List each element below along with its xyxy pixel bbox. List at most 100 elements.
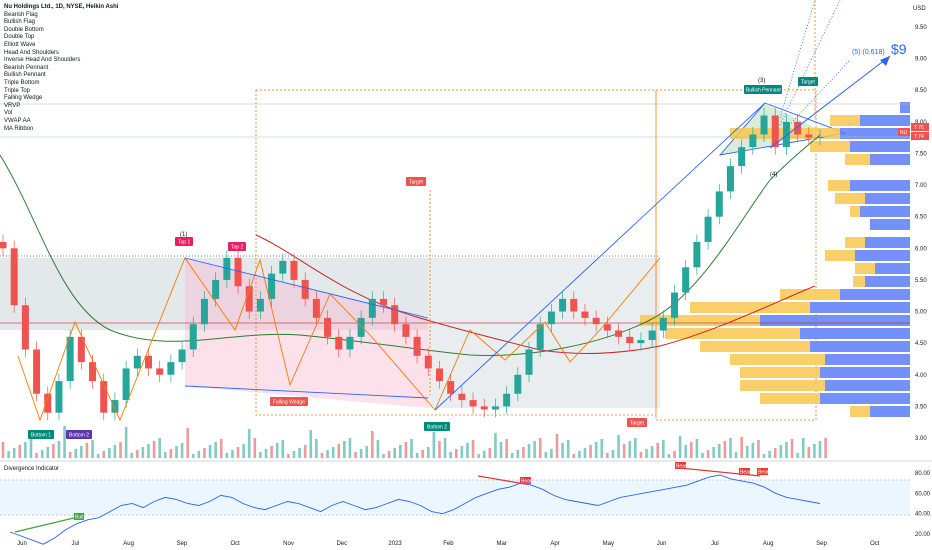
- vrvp-down-bar: [828, 180, 850, 191]
- osc-tick-label: 40.00: [915, 512, 931, 518]
- bottom-2-label-left[interactable]: Bottom 2: [66, 430, 92, 439]
- volume-bar: [52, 444, 55, 458]
- svg-text:Target: Target: [409, 180, 424, 186]
- volume-bar: [320, 453, 324, 458]
- volume-bar: [611, 450, 615, 458]
- volume-bar: [326, 450, 329, 458]
- time-axis[interactable]: Jun Jul Aug Sep Oct Nov Dec 2023 Feb Mar Apr May Jun…: [17, 541, 880, 547]
- volume-bar: [197, 451, 201, 458]
- candle-body: [760, 115, 768, 135]
- fib-fan-dotted-1: [779, 0, 816, 119]
- candle-body: [704, 216, 712, 242]
- candle-body: [100, 381, 108, 413]
- candle-body: [469, 400, 477, 407]
- legend-item[interactable]: VRVP: [4, 102, 21, 109]
- vrvp-down-bar: [740, 380, 825, 391]
- target-label-2[interactable]: Target: [627, 418, 647, 427]
- price-tick-label: 8.00: [915, 120, 927, 126]
- chart-title[interactable]: Nu Holdings Ltd., 1D, NYSE, Heikin Ashi: [4, 4, 119, 10]
- vrvp-up-bar: [840, 289, 910, 300]
- vrvp-down-bar: [640, 315, 760, 326]
- volume-bar: [309, 430, 313, 458]
- vrvp-down-bar: [690, 302, 810, 313]
- candle-body: [805, 134, 813, 138]
- ma-green-line: [0, 134, 821, 356]
- falling-wedge-label[interactable]: Falling Wedge: [270, 397, 308, 406]
- time-tick-label: May: [603, 541, 614, 547]
- legend-item[interactable]: Bearish Pennant: [4, 64, 49, 71]
- candle-body: [424, 355, 432, 369]
- legend-item[interactable]: Bearish Flag: [4, 11, 38, 18]
- candle-body: [447, 381, 455, 394]
- legend-item[interactable]: Elliott Wave: [4, 41, 36, 48]
- price-tick-label: 4.50: [915, 341, 927, 347]
- top-1-label[interactable]: Top 1: [175, 237, 193, 246]
- candle-body: [559, 298, 567, 312]
- price-tick-label: 4.00: [915, 373, 927, 379]
- volume-bar: [801, 438, 805, 458]
- price-tick-label: 5.50: [915, 278, 927, 284]
- volume-bar: [343, 441, 346, 458]
- volume-bar: [807, 447, 811, 458]
- legend-item[interactable]: Vol: [4, 110, 13, 117]
- candle-body: [144, 355, 152, 369]
- volume-bar: [773, 448, 777, 458]
- falling-wedge-upper: [184, 257, 429, 319]
- double-top-range-zone: [428, 258, 660, 408]
- legend-item[interactable]: VWAP AA: [4, 117, 31, 124]
- candle-body: [301, 279, 309, 299]
- candle-body: [514, 374, 522, 394]
- legend-item[interactable]: MA Ribbon: [4, 125, 34, 132]
- candle-body: [357, 317, 365, 337]
- volume-bar: [768, 451, 771, 458]
- legend-item[interactable]: Triple Bottom: [4, 79, 40, 86]
- volume-bar: [438, 441, 441, 458]
- legend-item[interactable]: Double Bottom: [4, 26, 44, 33]
- volume-bars: [1, 426, 827, 458]
- candle-body: [570, 298, 578, 312]
- bullish-pennant-label[interactable]: Bullish Pennant: [744, 85, 782, 94]
- volume-bar: [141, 447, 145, 458]
- volume-bar: [717, 444, 721, 458]
- volume-bar: [191, 454, 195, 458]
- legend-item[interactable]: Inverse Head And Shoulders: [4, 57, 81, 64]
- candle-body: [55, 381, 63, 413]
- legend-item[interactable]: Head And Shoulders: [4, 49, 60, 56]
- volume-bar: [516, 450, 520, 458]
- vrvp-up-bar: [870, 219, 910, 230]
- candle-body: [268, 273, 276, 299]
- top-2-label[interactable]: Top 2: [228, 242, 246, 251]
- legend-item[interactable]: Bullish Pennant: [4, 72, 46, 79]
- legend-item[interactable]: Double Top: [4, 34, 35, 41]
- volume-bar: [779, 445, 783, 458]
- volume-bar: [673, 451, 676, 458]
- candle-body: [715, 191, 723, 217]
- legend-item[interactable]: Triple Top: [4, 87, 31, 94]
- volume-bar: [24, 442, 27, 458]
- legend-item[interactable]: Bullish Flag: [4, 19, 36, 26]
- target-label-3[interactable]: Target: [798, 77, 818, 86]
- price-tick-label: 9.50: [915, 25, 927, 31]
- vrvp-down-bar: [845, 154, 870, 165]
- volume-bar: [460, 446, 464, 458]
- svg-text:Bottom 2: Bottom 2: [69, 433, 89, 439]
- fib-fan-dotted-2: [779, 0, 841, 126]
- target-label-1[interactable]: Target: [406, 177, 426, 186]
- volume-bar: [298, 448, 301, 458]
- price-axis[interactable]: 9.50 9.00 8.50 8.00 7.50 7.00 6.50 6.00 5.50 5.00…: [915, 25, 927, 442]
- price-tick-label: 3.00: [915, 436, 927, 442]
- volume-bar: [482, 451, 486, 458]
- candle-body: [491, 406, 499, 410]
- legend-item[interactable]: Falling Wedge: [4, 95, 43, 102]
- candle-body: [111, 400, 119, 413]
- bottom-1-label[interactable]: Bottom 1: [28, 430, 54, 439]
- bear-divergence-line: [477, 475, 526, 485]
- bottom-2-label-right[interactable]: Bottom 2: [424, 422, 450, 431]
- volume-bar: [667, 454, 671, 458]
- volume-bar: [393, 448, 397, 458]
- volume-profile: [640, 102, 910, 417]
- candle-body: [368, 298, 376, 318]
- volume-bar: [96, 454, 100, 458]
- candle-body: [335, 336, 343, 350]
